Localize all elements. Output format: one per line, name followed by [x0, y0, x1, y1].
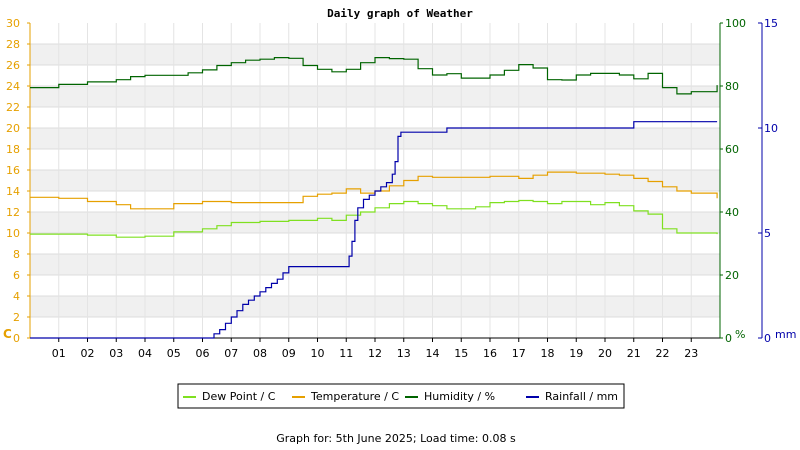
- x-tick-label: 03: [109, 347, 123, 360]
- series-line-humidity: [30, 57, 718, 95]
- x-tick-label: 12: [368, 347, 382, 360]
- x-tick-label: 01: [52, 347, 66, 360]
- x-tick-label: 18: [541, 347, 555, 360]
- chart-title: Daily graph of Weather: [327, 7, 473, 20]
- rainfall-tick-label: 10: [764, 122, 778, 135]
- left-tick-label: 2: [13, 311, 20, 324]
- series-lines: [30, 57, 718, 339]
- footer-text: Graph for: 5th June 2025; Load time: 0.0…: [276, 432, 516, 445]
- rainfall-tick-label: 5: [764, 227, 771, 240]
- humidity-axis-ticks: 0 20 40 60 80 100: [720, 17, 746, 345]
- left-tick-label: 0: [13, 332, 20, 345]
- left-tick-label: 10: [6, 227, 20, 240]
- legend: Dew Point / C Temperature / C Humidity / %…: [177, 383, 625, 409]
- x-tick-label: 17: [512, 347, 526, 360]
- x-tick-label: 19: [569, 347, 583, 360]
- rainfall-tick-label: 15: [764, 17, 778, 30]
- left-tick-label: 28: [6, 38, 20, 51]
- left-tick-label: 4: [13, 290, 20, 303]
- rainfall-axis-unit: mm: [775, 328, 796, 341]
- left-tick-label: 14: [6, 185, 20, 198]
- x-tick-label: 05: [167, 347, 181, 360]
- humidity-tick-label: 100: [725, 17, 746, 30]
- left-tick-label: 18: [6, 143, 20, 156]
- rainfall-tick-label: 0: [764, 332, 771, 345]
- x-tick-label: 11: [339, 347, 353, 360]
- x-tick-label: 15: [454, 347, 468, 360]
- left-tick-label: 8: [13, 248, 20, 261]
- left-tick-label: 22: [6, 101, 20, 114]
- humidity-tick-label: 80: [725, 80, 739, 93]
- left-tick-label: 16: [6, 164, 20, 177]
- x-tick-label: 13: [397, 347, 411, 360]
- x-tick-label: 04: [138, 347, 152, 360]
- humidity-axis-unit: %: [735, 328, 745, 341]
- x-axis-ticks: 01 02 03 04 05 06 07 08 09 10 11 12 13 14 15 16 17 18 19 20…: [52, 338, 698, 360]
- x-tick-label: 06: [196, 347, 210, 360]
- humidity-tick-label: 0: [725, 332, 732, 345]
- left-tick-label: 12: [6, 206, 20, 219]
- rainfall-axis-ticks: 0 5 10 15: [758, 17, 778, 345]
- x-tick-label: 08: [253, 347, 267, 360]
- legend-box: [177, 383, 625, 409]
- series-line-rainfall: [30, 121, 718, 339]
- left-axis-unit: C: [3, 327, 12, 341]
- left-tick-label: 30: [6, 17, 20, 30]
- x-tick-label: 10: [311, 347, 325, 360]
- x-tick-label: 20: [598, 347, 612, 360]
- legend-label-humidity: Humidity / %: [424, 390, 495, 403]
- legend-label-rainfall: Rainfall / mm: [545, 390, 618, 403]
- x-tick-label: 02: [81, 347, 95, 360]
- x-tick-label: 23: [684, 347, 698, 360]
- x-tick-label: 22: [656, 347, 670, 360]
- grid-bands: [30, 23, 720, 339]
- x-tick-label: 09: [282, 347, 296, 360]
- series-line-temperature: [30, 171, 718, 210]
- left-tick-label: 20: [6, 122, 20, 135]
- humidity-tick-label: 20: [725, 269, 739, 282]
- series-line-dew-point: [30, 199, 718, 238]
- left-tick-label: 6: [13, 269, 20, 282]
- humidity-tick-label: 40: [725, 206, 739, 219]
- left-tick-label: 26: [6, 59, 20, 72]
- x-tick-label: 07: [224, 347, 238, 360]
- x-tick-label: 16: [483, 347, 497, 360]
- legend-label-temperature: Temperature / C: [310, 390, 399, 403]
- x-tick-label: 14: [426, 347, 440, 360]
- x-tick-label: 21: [627, 347, 641, 360]
- legend-label-dew-point: Dew Point / C: [202, 390, 276, 403]
- humidity-tick-label: 60: [725, 143, 739, 156]
- left-tick-label: 24: [6, 80, 20, 93]
